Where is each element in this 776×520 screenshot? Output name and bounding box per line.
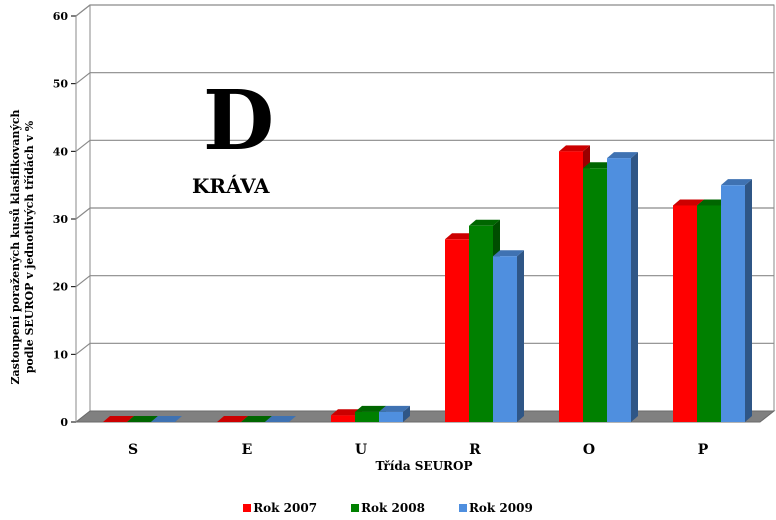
x-tick-label-1: E [242,442,253,458]
bar-3-2-top [493,250,524,257]
bar-5-0 [673,205,697,422]
bar-4-0-top [559,145,590,152]
legend-label-2: Rok 2009 [468,501,533,515]
bar-1-0-top [217,416,248,422]
legend-item-1: Rok 2008 [351,501,425,515]
y-axis-top-edge [75,4,91,17]
x-tick-label-0: S [128,442,138,458]
bar-4-2 [607,158,631,422]
bar-2-0 [331,415,355,422]
gridline-3 [75,207,774,220]
bar-3-0 [445,239,469,422]
bar-0-0-top [103,416,134,422]
bar-3-1 [469,225,493,422]
bar-1-1-top [241,416,272,422]
gridline-4 [75,139,774,152]
bar-5-1-top [697,199,728,206]
x-axis-label: Třída SEUROP [375,459,472,473]
y-axis-label-line2: podle SEUROP v jednotlivých třídách v % [23,120,36,373]
legend-label-1: Rok 2008 [361,501,425,515]
x-tick-label-2: U [355,442,367,458]
legend-swatch-0 [243,504,252,512]
x-tick-label-5: P [698,442,709,458]
legend: Rok 2007 Rok 2008 Rok 2009 [0,501,776,515]
bar-2-2-side [403,405,410,422]
bar-3-2-side [517,250,524,422]
y-tick-label-6: 60 [53,10,69,23]
x-tick-label-4: O [583,442,595,458]
bar-4-2-side [631,152,638,422]
bar-4-1 [583,168,607,422]
bar-2-0-top [331,409,362,416]
y-tick-label-1: 10 [53,348,69,361]
y-tick-label-3: 30 [53,213,69,226]
legend-label-0: Rok 2007 [253,501,318,515]
bar-4-1-top [583,162,614,169]
bar-5-2-top [721,179,752,186]
bar-3-0-top [445,233,476,240]
y-tick-label-4: 40 [53,145,69,158]
bar-2-2 [379,411,403,422]
gridline-5 [75,72,774,85]
gridline-1 [75,342,774,355]
gridline-6 [75,4,774,17]
x-tick-label-3: R [469,442,481,458]
y-tick-label-0: 0 [60,416,68,429]
bar-5-2 [721,185,745,422]
bar-5-2-side [745,179,752,422]
bar-2-2-top [379,405,410,412]
bar-3-2 [493,256,517,422]
bar-2-1-top [355,405,386,412]
bar-4-2-top [607,152,638,159]
legend-swatch-1 [351,504,360,512]
gridline-2 [75,275,774,288]
bar-0-1-top [127,416,158,422]
legend-item-2: Rok 2009 [458,501,533,515]
bar-5-1 [697,205,721,422]
overlay-label: KRÁVA [192,174,270,198]
legend-item-0: Rok 2007 [243,501,317,515]
legend-swatch-2 [458,504,467,512]
bar-1-2-top [265,416,296,422]
y-tick-label-2: 20 [53,281,69,294]
y-axis-label-line1: Zastoupení poražených kusů klasifikovaný… [9,109,22,384]
bar-2-1 [355,411,379,422]
y-tick-label-5: 50 [53,78,69,91]
bar-4-0 [559,151,583,423]
bar-0-2-top [151,416,182,422]
bar-5-0-top [673,199,704,206]
overlay-letter: D [203,73,275,169]
bar-3-1-top [469,219,500,226]
